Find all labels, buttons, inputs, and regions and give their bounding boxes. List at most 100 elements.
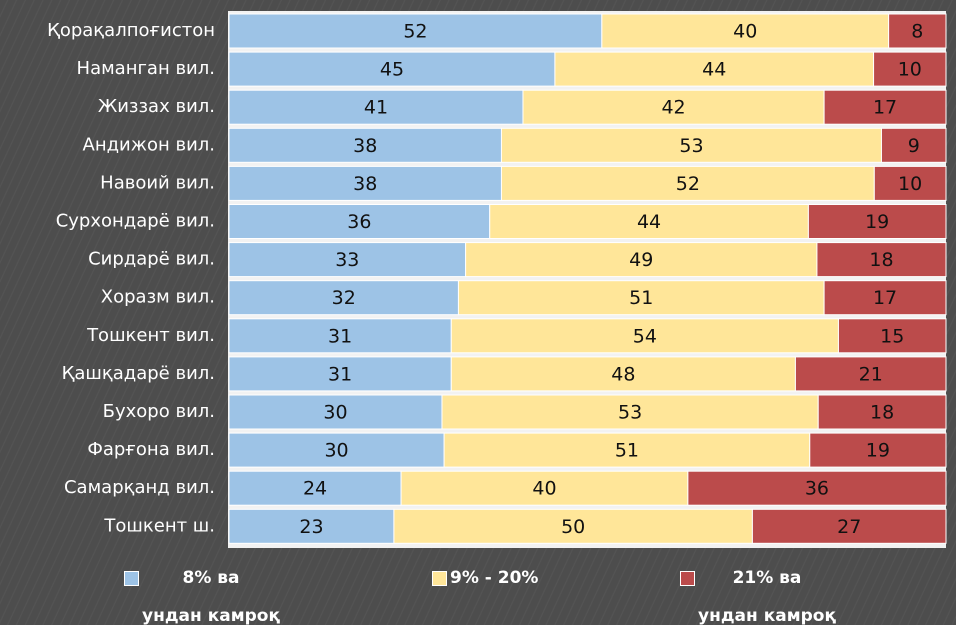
bar-segment <box>228 470 402 506</box>
value-label: 33 <box>335 249 359 271</box>
value-label: 27 <box>837 516 861 538</box>
bar-segment <box>522 89 825 125</box>
bar-segment <box>816 242 947 278</box>
value-label: 51 <box>615 440 639 462</box>
bar-segment <box>837 318 947 354</box>
value-label: 32 <box>332 287 356 309</box>
bar-segment <box>823 89 947 125</box>
value-label: 17 <box>873 97 897 119</box>
value-label: 31 <box>328 363 352 385</box>
bar-segment <box>809 432 947 468</box>
value-label: 44 <box>637 211 661 233</box>
bar-segment <box>228 394 443 430</box>
category-label: Тошкент ш. <box>103 515 215 536</box>
value-label: 30 <box>323 402 347 424</box>
value-label: 15 <box>880 325 904 347</box>
value-label: 9 <box>908 135 920 157</box>
bar-segment <box>465 242 818 278</box>
legend-swatch <box>124 571 139 586</box>
bar-segment <box>751 508 947 544</box>
value-label: 30 <box>324 440 348 462</box>
bar-segment <box>457 280 825 316</box>
bar-segment <box>450 318 839 354</box>
value-label: 44 <box>702 59 726 81</box>
legend-swatch <box>680 571 695 586</box>
category-label: Сурхондарё вил. <box>56 211 215 232</box>
value-label: 54 <box>633 325 657 347</box>
value-label: 42 <box>661 97 685 119</box>
bar-segment <box>228 51 556 87</box>
value-label: 24 <box>303 478 327 500</box>
category-label: Қашқадарё вил. <box>62 363 215 384</box>
bar-segment <box>228 318 452 354</box>
value-label: 17 <box>873 287 897 309</box>
legend-label: 21% ва ундан камроқ <box>698 568 836 625</box>
value-label: 52 <box>676 173 700 195</box>
value-label: 41 <box>364 97 388 119</box>
legend-label: 8% ва ундан камроқ <box>142 568 280 625</box>
bar-segment <box>228 204 491 239</box>
category-label: Навоий вил. <box>100 172 215 193</box>
bar-segment <box>500 127 882 163</box>
bar-segment <box>888 13 947 49</box>
bar-segment <box>554 51 875 87</box>
bar-segment <box>393 508 753 544</box>
value-label: 10 <box>898 59 922 81</box>
value-label: 40 <box>733 21 757 43</box>
value-label: 53 <box>618 402 642 424</box>
bar-segment <box>228 165 502 201</box>
category-label: Қорақалпоғистон <box>47 20 215 41</box>
bar-segment <box>489 204 809 239</box>
bar-segment <box>807 204 947 239</box>
value-label: 31 <box>328 325 352 347</box>
bar-segment <box>228 242 467 278</box>
value-label: 49 <box>629 249 653 271</box>
value-label: 18 <box>870 402 894 424</box>
value-label: 36 <box>347 211 371 233</box>
bar-segment <box>400 470 689 506</box>
bar-segment <box>228 280 459 316</box>
category-label: Хоразм вил. <box>101 287 215 308</box>
bar-segment <box>873 51 947 87</box>
value-label: 36 <box>805 478 829 500</box>
category-label: Фарғона вил. <box>87 439 215 460</box>
legend-label: 9% - 20% <box>450 568 539 588</box>
bar-segment <box>228 13 603 49</box>
category-label: Андижон вил. <box>83 134 215 155</box>
value-label: 23 <box>299 516 323 538</box>
value-label: 53 <box>679 135 703 157</box>
bar-segment <box>443 432 811 468</box>
bar-segment <box>873 165 947 201</box>
bar-segment <box>228 89 524 125</box>
bar-segment <box>500 165 875 201</box>
value-label: 45 <box>380 59 404 81</box>
value-label: 38 <box>353 135 377 157</box>
bar-segment <box>450 356 796 392</box>
value-label: 10 <box>898 173 922 195</box>
value-label: 52 <box>403 21 427 43</box>
bar-segment <box>228 127 502 163</box>
value-label: 48 <box>611 363 635 385</box>
category-label: Тошкент вил. <box>86 325 215 346</box>
bar-segment <box>880 127 947 163</box>
category-label: Жиззах вил. <box>98 96 215 117</box>
value-label: 40 <box>532 478 556 500</box>
bar-segment <box>823 280 947 316</box>
bar-segment <box>817 394 947 430</box>
value-label: 50 <box>561 516 585 538</box>
value-label: 18 <box>869 249 893 271</box>
bar-segment <box>601 13 890 49</box>
legend-swatch <box>432 571 447 586</box>
category-label: Сирдарё вил. <box>88 249 215 270</box>
category-label: Самарқанд вил. <box>64 477 215 498</box>
bar-segment <box>794 356 947 392</box>
bar-segment <box>687 470 947 506</box>
value-label: 51 <box>629 287 653 309</box>
value-label: 21 <box>859 363 883 385</box>
category-label: Наманган вил. <box>77 58 215 79</box>
value-label: 8 <box>911 21 923 43</box>
value-label: 38 <box>353 173 377 195</box>
value-label: 19 <box>866 440 890 462</box>
